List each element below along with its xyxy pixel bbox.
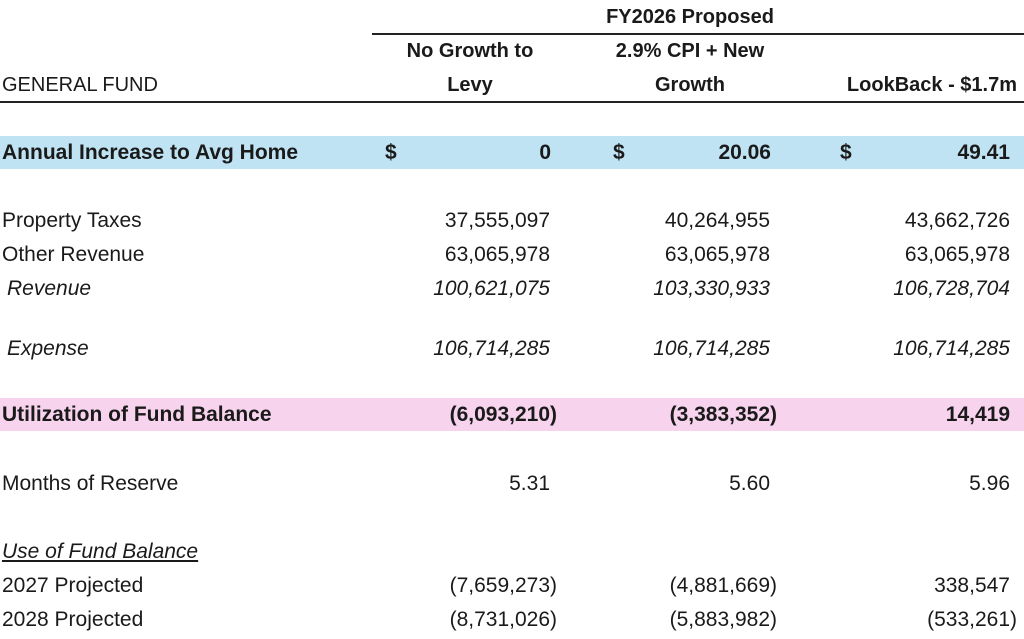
months-reserve-value-1: 5.31 bbox=[509, 472, 550, 495]
projected-2028-value-3: (533,261) bbox=[927, 608, 1017, 631]
group-title: FY2026 Proposed bbox=[606, 6, 774, 28]
projected-2028-value-2: (5,883,982) bbox=[669, 608, 777, 631]
property-taxes-value-2: 40,264,955 bbox=[664, 209, 770, 232]
property-taxes-value-1: 37,555,097 bbox=[444, 209, 550, 232]
projected-2027-label: 2027 Projected bbox=[2, 574, 144, 597]
projected-2027-value-2: (4,881,669) bbox=[669, 574, 777, 597]
header-bottom-rule bbox=[0, 101, 1024, 103]
revenue-label: Revenue bbox=[7, 277, 92, 300]
annual-increase-value-2: 20.06 bbox=[718, 141, 771, 164]
other-revenue-value-2: 63,065,978 bbox=[664, 243, 770, 266]
other-revenue-value-1: 63,065,978 bbox=[444, 243, 550, 266]
expense-label: Expense bbox=[7, 337, 89, 360]
annual-increase-currency-3: $ bbox=[840, 141, 852, 164]
utilization-label: Utilization of Fund Balance bbox=[2, 403, 272, 426]
projected-2027-value-3: 338,547 bbox=[934, 574, 1010, 597]
annual-increase-value-3: 49.41 bbox=[957, 141, 1010, 164]
annual-increase-label: Annual Increase to Avg Home bbox=[2, 141, 299, 164]
header-top-rule bbox=[372, 33, 1024, 35]
utilization-value-2: (3,383,352) bbox=[669, 403, 777, 426]
annual-increase-value-1: 0 bbox=[539, 141, 551, 164]
col1-header-line1: No Growth to bbox=[406, 40, 534, 62]
use-of-fund-balance-heading: Use of Fund Balance bbox=[2, 540, 199, 563]
annual-increase-currency-1: $ bbox=[385, 141, 397, 164]
months-reserve-label: Months of Reserve bbox=[2, 472, 179, 495]
months-reserve-value-3: 5.96 bbox=[969, 472, 1010, 495]
property-taxes-label: Property Taxes bbox=[2, 209, 142, 232]
revenue-value-2: 103,330,933 bbox=[653, 277, 770, 300]
projected-2027-value-1: (7,659,273) bbox=[449, 574, 557, 597]
col1-header-line2: Levy bbox=[447, 74, 493, 96]
col2-header-line2: Growth bbox=[655, 74, 725, 96]
expense-value-3: 106,714,285 bbox=[893, 337, 1010, 360]
utilization-value-3: 14,419 bbox=[945, 403, 1010, 426]
revenue-value-1: 100,621,075 bbox=[433, 277, 550, 300]
property-taxes-value-3: 43,662,726 bbox=[904, 209, 1010, 232]
utilization-band bbox=[0, 398, 1024, 431]
annual-increase-currency-2: $ bbox=[613, 141, 625, 164]
expense-value-2: 106,714,285 bbox=[653, 337, 770, 360]
revenue-value-3: 106,728,704 bbox=[893, 277, 1010, 300]
other-revenue-label: Other Revenue bbox=[2, 243, 145, 266]
months-reserve-value-2: 5.60 bbox=[729, 472, 770, 495]
annual-increase-band bbox=[0, 136, 1024, 169]
expense-value-1: 106,714,285 bbox=[433, 337, 550, 360]
col2-header-line1: 2.9% CPI + New bbox=[615, 40, 765, 62]
other-revenue-value-3: 63,065,978 bbox=[904, 243, 1010, 266]
projected-2028-value-1: (8,731,026) bbox=[449, 608, 557, 631]
fund-label: GENERAL FUND bbox=[2, 74, 158, 96]
projected-2028-label: 2028 Projected bbox=[2, 608, 144, 631]
utilization-value-1: (6,093,210) bbox=[449, 403, 557, 426]
col3-header: LookBack - $1.7m bbox=[846, 74, 1017, 96]
